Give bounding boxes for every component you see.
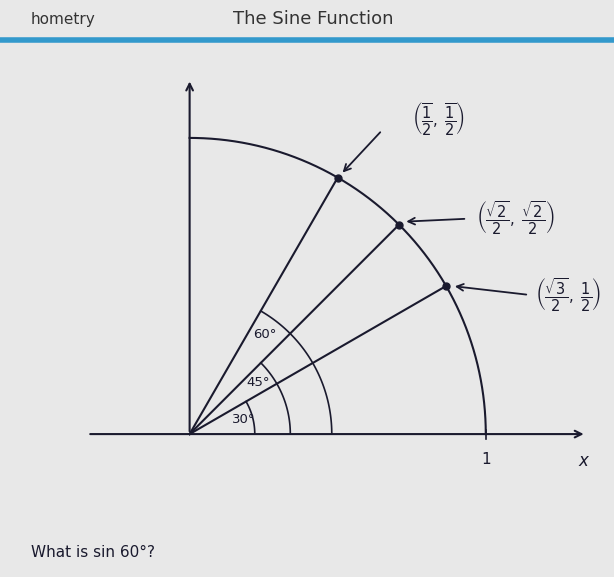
Text: hometry: hometry: [31, 12, 95, 27]
Text: x: x: [578, 452, 588, 470]
Text: $\left(\dfrac{\sqrt{2}}{2},\ \dfrac{\sqrt{2}}{2}\right)$: $\left(\dfrac{\sqrt{2}}{2},\ \dfrac{\sqr…: [476, 200, 555, 238]
Text: 30°: 30°: [232, 413, 255, 426]
Text: 45°: 45°: [246, 376, 270, 389]
Text: 60°: 60°: [253, 328, 276, 341]
Text: $\left(\dfrac{\sqrt{3}}{2},\ \dfrac{1}{2}\right)$: $\left(\dfrac{\sqrt{3}}{2},\ \dfrac{1}{2…: [535, 276, 601, 313]
Text: $\left(\dfrac{\overline{1}}{2},\ \dfrac{\overline{1}}{2}\right)$: $\left(\dfrac{\overline{1}}{2},\ \dfrac{…: [412, 100, 465, 137]
Text: The Sine Function: The Sine Function: [233, 10, 394, 28]
Text: What is sin 60°?: What is sin 60°?: [31, 545, 155, 560]
Text: 1: 1: [481, 452, 491, 467]
